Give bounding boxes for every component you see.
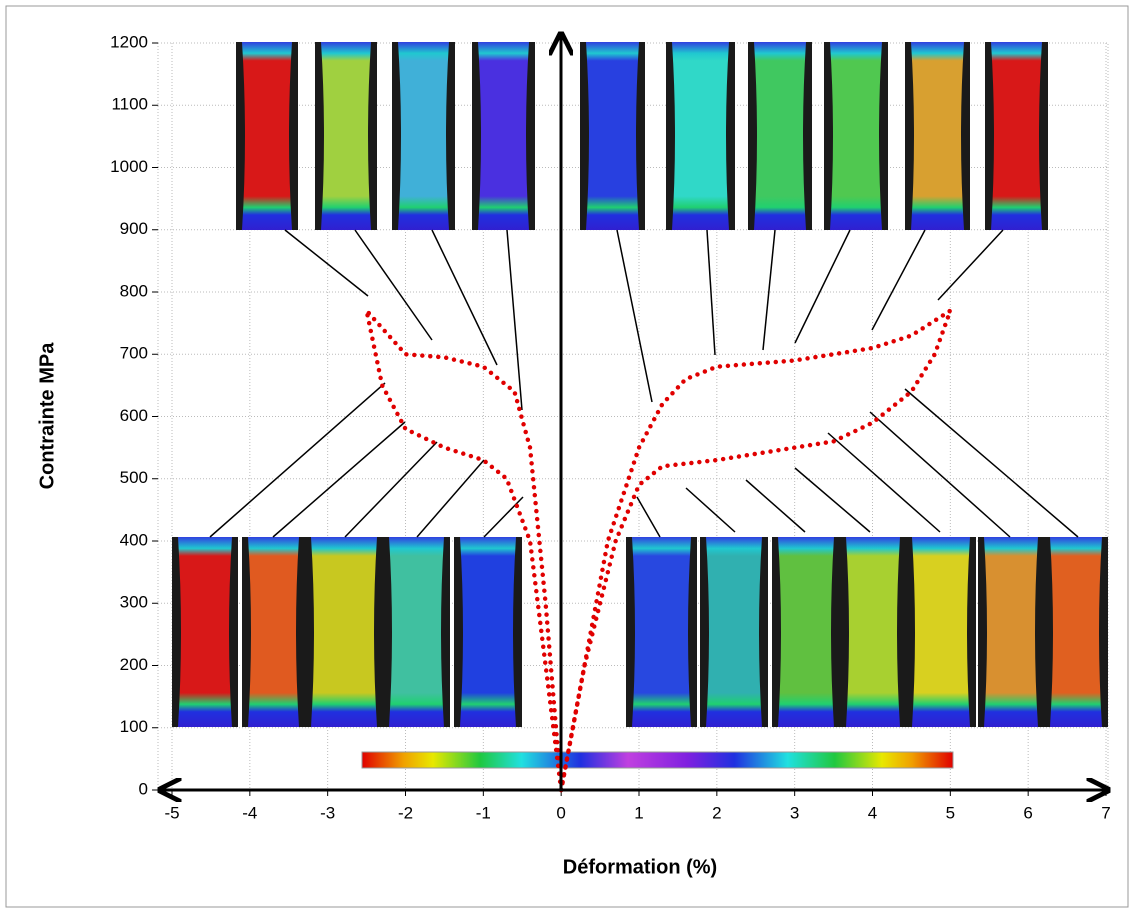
curve	[362, 302, 564, 793]
leader-line	[794, 467, 871, 533]
leader-line	[794, 229, 851, 344]
x-axis-title: Déformation (%)	[563, 856, 717, 878]
x-tick-label: 0	[556, 803, 565, 822]
leader-line	[937, 229, 1004, 301]
leader-line	[416, 459, 485, 538]
leader-line	[762, 229, 776, 351]
specimen	[754, 42, 806, 230]
x-tick-label: 5	[946, 803, 955, 822]
specimen	[389, 537, 444, 727]
specimen	[586, 42, 639, 230]
leader-line	[745, 479, 806, 533]
x-tick-label: 6	[1023, 803, 1032, 822]
leader-line	[706, 229, 716, 356]
y-tick-label: 300	[120, 593, 148, 612]
specimen	[460, 537, 516, 727]
y-tick-label: 0	[139, 779, 148, 798]
leader-line	[483, 496, 524, 538]
leader-line	[685, 487, 736, 533]
curve	[558, 305, 955, 793]
leader-line	[284, 229, 369, 297]
y-tick-label: 700	[120, 344, 148, 363]
leader-line	[506, 229, 523, 411]
y-tick-label: 1000	[110, 157, 148, 176]
x-tick-label: 3	[790, 803, 799, 822]
leader-line	[904, 388, 1079, 538]
leader-line	[209, 382, 386, 538]
specimen	[398, 42, 449, 230]
y-tick-label: 100	[120, 717, 148, 736]
x-tick-label: 7	[1101, 803, 1110, 822]
specimen	[912, 537, 970, 727]
leader-line	[636, 496, 661, 538]
x-tick-label: 4	[868, 803, 877, 822]
y-tick-label: 1100	[111, 95, 148, 114]
specimen	[778, 537, 834, 727]
leader-line	[871, 229, 926, 331]
x-tick-label: -3	[320, 803, 335, 822]
specimen	[248, 537, 299, 727]
y-tick-label: 600	[120, 406, 148, 425]
y-axis-title: Contrainte MPa	[36, 342, 58, 490]
specimen	[991, 42, 1042, 230]
specimen	[242, 42, 292, 230]
specimen	[672, 42, 729, 230]
leader-line	[869, 411, 1011, 538]
specimen	[478, 42, 529, 230]
color-bar	[361, 751, 954, 769]
specimen	[1050, 537, 1102, 727]
y-tick-label: 800	[120, 281, 148, 300]
specimen	[178, 537, 232, 727]
x-tick-label: 1	[634, 803, 643, 822]
leader-line	[272, 421, 406, 538]
leader-line	[431, 229, 498, 366]
y-tick-label: 500	[120, 468, 148, 487]
x-tick-label: -5	[164, 803, 179, 822]
x-tick-label: -1	[476, 803, 491, 822]
y-tick-label: 1200	[110, 32, 148, 51]
specimen	[311, 537, 377, 727]
specimen	[984, 537, 1038, 727]
y-tick-label: 200	[120, 655, 148, 674]
leader-line	[616, 229, 653, 403]
specimen	[911, 42, 964, 230]
leader-line	[827, 432, 941, 533]
specimen	[846, 537, 900, 727]
specimen	[706, 537, 762, 727]
specimen	[830, 42, 882, 230]
specimen	[632, 537, 691, 727]
leader-line	[344, 441, 438, 538]
specimen	[321, 42, 371, 230]
y-tick-label: 400	[120, 530, 148, 549]
leader-line	[354, 229, 433, 341]
x-tick-label: -2	[398, 803, 413, 822]
x-tick-label: -4	[242, 803, 257, 822]
x-tick-label: 2	[712, 803, 721, 822]
y-tick-label: 900	[120, 219, 148, 238]
